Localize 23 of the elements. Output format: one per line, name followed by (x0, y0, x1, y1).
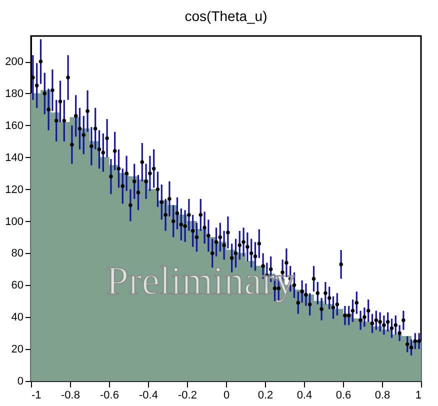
x-tick-label: 0.2 (258, 390, 274, 402)
x-tick-label: 0.4 (296, 390, 312, 402)
x-tick-label: 0 (223, 390, 230, 402)
x-tick-label: -0.4 (139, 390, 158, 402)
x-tick-label: -0.6 (100, 390, 119, 402)
y-tick-label: 200 (5, 56, 24, 68)
y-tick-label: 60 (11, 280, 24, 292)
x-tick-label: -1 (32, 390, 42, 402)
y-tick-label: 160 (5, 120, 24, 132)
y-tick-label: 180 (5, 88, 24, 100)
y-tick-label: 0 (17, 376, 24, 388)
x-tick-label: 0.8 (374, 390, 390, 402)
y-tick-label: 120 (5, 184, 24, 196)
y-tick-label: 140 (5, 152, 24, 164)
chart-title: cos(Theta_u) (184, 8, 268, 24)
y-tick-label: 80 (11, 248, 24, 260)
y-tick-label: 100 (5, 216, 24, 228)
x-tick-label: 0.6 (336, 390, 352, 402)
y-tick-label: 40 (11, 312, 24, 324)
x-tick-label: -0.8 (61, 390, 80, 402)
x-tick-label: 1 (415, 390, 422, 402)
y-tick-label: 20 (11, 344, 24, 356)
x-tick-label: -0.2 (178, 390, 197, 402)
